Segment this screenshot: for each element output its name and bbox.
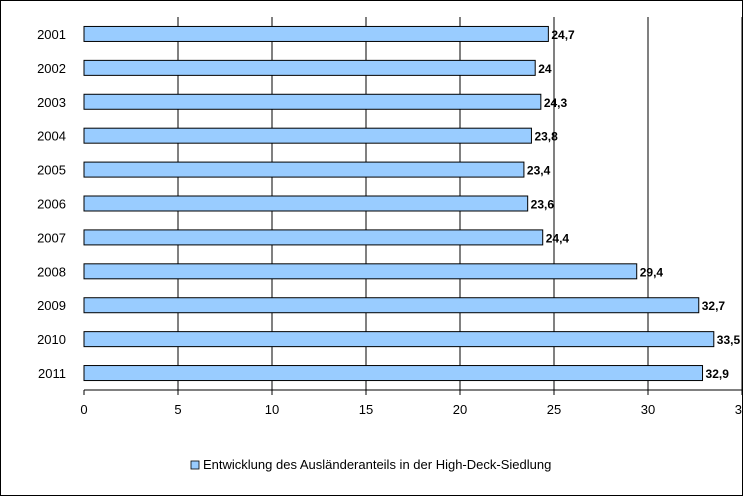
bar: [83, 331, 715, 348]
y-tick-label: 2009: [37, 298, 66, 313]
bar: [83, 229, 544, 246]
y-tick-label: 2007: [37, 230, 66, 245]
x-tick-label: 25: [547, 402, 561, 417]
x-tick-label: 5: [174, 402, 181, 417]
x-tick-label: 15: [359, 402, 373, 417]
y-tick-label: 2003: [37, 95, 66, 110]
data-label: 32,7: [702, 299, 726, 313]
y-tick-label: 2011: [38, 366, 66, 381]
data-label: 24,4: [546, 231, 570, 245]
data-label: 32,9: [706, 367, 730, 381]
bar: [83, 25, 549, 42]
y-tick-label: 2002: [37, 61, 66, 76]
data-label: 23,4: [527, 164, 551, 178]
legend-label: Entwicklung des Ausländeranteils in der …: [203, 457, 551, 472]
y-axis-ticks: 2001 2002 2003 2004 2005 2006 2007 2008 2009 2010…: [37, 27, 66, 381]
x-tick-label: 35: [735, 402, 743, 417]
data-label: 24: [538, 62, 552, 76]
data-label: 24,3: [544, 96, 568, 110]
x-tick-label: 20: [453, 402, 467, 417]
data-label: 24,7: [551, 28, 575, 42]
data-label: 23,8: [534, 130, 558, 144]
data-label: 33,5: [717, 333, 741, 347]
bar: [83, 195, 529, 212]
x-tick-label: 10: [265, 402, 279, 417]
y-tick-label: 2004: [37, 129, 66, 144]
x-tick-label: 30: [641, 402, 655, 417]
y-tick-label: 2001: [37, 27, 66, 42]
x-axis-ticks: 0 5 10 15 20 25 30 35: [80, 390, 743, 417]
bar: [83, 59, 536, 76]
x-tick-label: 0: [80, 402, 87, 417]
legend: Entwicklung des Ausländeranteils in der …: [190, 457, 551, 472]
data-label: 29,4: [640, 265, 664, 279]
bar: [83, 297, 700, 314]
y-tick-label: 2006: [37, 197, 66, 212]
data-labels: 24,7 24 24,3 23,8 23,4 23,6 24,4 29,4 32,7 33,5 32…: [527, 28, 741, 381]
y-tick-label: 2005: [37, 163, 66, 178]
bar: [83, 127, 532, 144]
legend-swatch: [190, 460, 200, 470]
bar: [83, 263, 638, 280]
bars: [83, 25, 715, 382]
gridlines: [177, 17, 743, 390]
bar: [83, 365, 704, 382]
y-tick-label: 2010: [37, 332, 66, 347]
bar: [83, 93, 542, 110]
bar: [83, 161, 525, 178]
y-tick-label: 2008: [37, 264, 66, 279]
data-label: 23,6: [531, 198, 555, 212]
